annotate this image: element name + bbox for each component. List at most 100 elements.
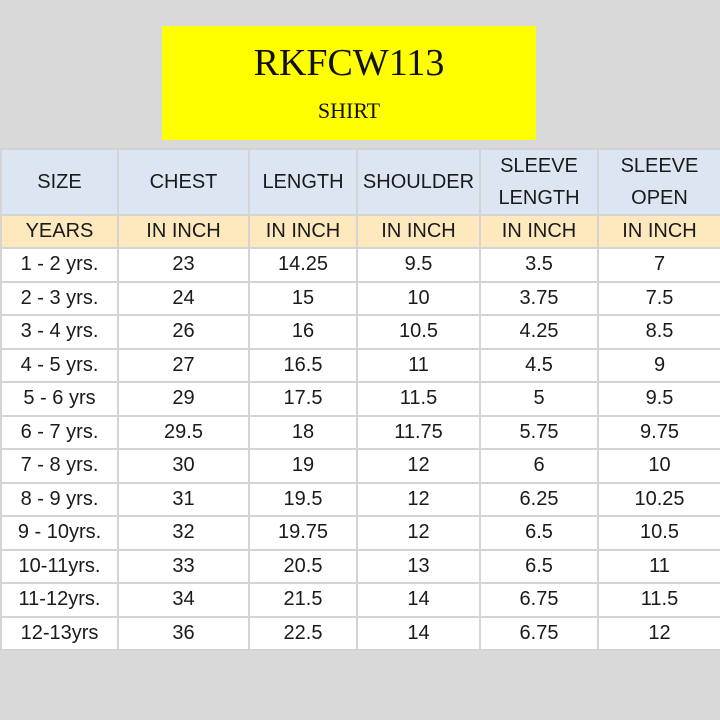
cell-sleeve-length: 3.5 (479, 247, 599, 283)
cell-sleeve-open: 10.5 (597, 515, 720, 551)
cell-length: 14.25 (248, 247, 358, 283)
cell-sleeve-open: 11.5 (597, 582, 720, 618)
cell-size: 11-12yrs. (0, 582, 119, 618)
table-row: 6 - 7 yrs. 29.5 18 11.75 5.75 9.75 (0, 414, 720, 450)
table-row: 7 - 8 yrs. 30 19 12 6 10 (0, 448, 720, 484)
cell-sleeve-open: 9.5 (597, 381, 720, 417)
unit-cell: IN INCH (356, 214, 481, 249)
cell-size: 12-13yrs (0, 615, 119, 651)
cell-chest: 36 (117, 615, 250, 651)
cell-sleeve-open: 11 (597, 548, 720, 584)
table-row: 8 - 9 yrs. 31 19.5 12 6.25 10.25 (0, 481, 720, 517)
cell-sleeve-length: 4.5 (479, 347, 599, 383)
cell-size: 6 - 7 yrs. (0, 414, 119, 450)
unit-cell: IN INCH (117, 214, 250, 249)
cell-chest: 34 (117, 582, 250, 618)
cell-shoulder: 10 (356, 280, 481, 316)
cell-shoulder: 14 (356, 615, 481, 651)
cell-sleeve-open: 9 (597, 347, 720, 383)
cell-size: 1 - 2 yrs. (0, 247, 119, 283)
cell-sleeve-length: 6.75 (479, 615, 599, 651)
cell-sleeve-open: 10 (597, 448, 720, 484)
unit-cell: IN INCH (597, 214, 720, 249)
cell-size: 9 - 10yrs. (0, 515, 119, 551)
product-type: SHIRT (317, 98, 381, 123)
table-row: 9 - 10yrs. 32 19.75 12 6.5 10.5 (0, 515, 720, 551)
product-code: RKFCW113 (253, 42, 445, 84)
cell-length: 15 (248, 280, 358, 316)
column-header-size: SIZE (0, 148, 119, 216)
column-header-sleeve-open: SLEEVE OPEN (597, 148, 720, 216)
cell-shoulder: 11.75 (356, 414, 481, 450)
cell-sleeve-open: 7.5 (597, 280, 720, 316)
cell-shoulder: 11.5 (356, 381, 481, 417)
cell-chest: 31 (117, 481, 250, 517)
cell-sleeve-open: 8.5 (597, 314, 720, 350)
cell-sleeve-open: 10.25 (597, 481, 720, 517)
cell-chest: 29.5 (117, 414, 250, 450)
cell-chest: 29 (117, 381, 250, 417)
cell-sleeve-length: 6.75 (479, 582, 599, 618)
cell-length: 18 (248, 414, 358, 450)
cell-chest: 24 (117, 280, 250, 316)
cell-chest: 33 (117, 548, 250, 584)
cell-shoulder: 11 (356, 347, 481, 383)
cell-sleeve-length: 4.25 (479, 314, 599, 350)
unit-cell: IN INCH (479, 214, 599, 249)
cell-length: 21.5 (248, 582, 358, 618)
table-row: 11-12yrs. 34 21.5 14 6.75 11.5 (0, 582, 720, 618)
unit-cell: IN INCH (248, 214, 358, 249)
cell-chest: 26 (117, 314, 250, 350)
cell-sleeve-open: 7 (597, 247, 720, 283)
table-row: 1 - 2 yrs. 23 14.25 9.5 3.5 7 (0, 247, 720, 283)
cell-size: 2 - 3 yrs. (0, 280, 119, 316)
table-row: 5 - 6 yrs 29 17.5 11.5 5 9.5 (0, 381, 720, 417)
table-row: 2 - 3 yrs. 24 15 10 3.75 7.5 (0, 280, 720, 316)
cell-sleeve-length: 6.5 (479, 548, 599, 584)
cell-size: 7 - 8 yrs. (0, 448, 119, 484)
header-row: SIZE CHEST LENGTH SHOULDER SLEEVE LENGTH… (0, 148, 720, 216)
size-chart-table: SIZE CHEST LENGTH SHOULDER SLEEVE LENGTH… (0, 148, 720, 651)
cell-chest: 30 (117, 448, 250, 484)
cell-size: 3 - 4 yrs. (0, 314, 119, 350)
cell-shoulder: 13 (356, 548, 481, 584)
cell-sleeve-length: 5 (479, 381, 599, 417)
title-banner: RKFCW113 SHIRT (162, 26, 536, 140)
cell-length: 20.5 (248, 548, 358, 584)
cell-shoulder: 9.5 (356, 247, 481, 283)
table-row: 12-13yrs 36 22.5 14 6.75 12 (0, 615, 720, 651)
cell-size: 10-11yrs. (0, 548, 119, 584)
cell-length: 22.5 (248, 615, 358, 651)
cell-sleeve-length: 6.25 (479, 481, 599, 517)
cell-chest: 23 (117, 247, 250, 283)
cell-length: 16 (248, 314, 358, 350)
table-row: 4 - 5 yrs. 27 16.5 11 4.5 9 (0, 347, 720, 383)
cell-chest: 27 (117, 347, 250, 383)
cell-shoulder: 10.5 (356, 314, 481, 350)
cell-shoulder: 12 (356, 448, 481, 484)
table-row: 10-11yrs. 33 20.5 13 6.5 11 (0, 548, 720, 584)
unit-cell: YEARS (0, 214, 119, 249)
units-row: YEARS IN INCH IN INCH IN INCH IN INCH IN… (0, 214, 720, 249)
cell-sleeve-length: 6.5 (479, 515, 599, 551)
cell-length: 16.5 (248, 347, 358, 383)
cell-length: 19.75 (248, 515, 358, 551)
table-row: 3 - 4 yrs. 26 16 10.5 4.25 8.5 (0, 314, 720, 350)
column-header-sleeve-length: SLEEVE LENGTH (479, 148, 599, 216)
cell-chest: 32 (117, 515, 250, 551)
cell-length: 19 (248, 448, 358, 484)
cell-sleeve-length: 5.75 (479, 414, 599, 450)
cell-size: 4 - 5 yrs. (0, 347, 119, 383)
cell-sleeve-length: 3.75 (479, 280, 599, 316)
cell-sleeve-length: 6 (479, 448, 599, 484)
cell-length: 19.5 (248, 481, 358, 517)
cell-size: 8 - 9 yrs. (0, 481, 119, 517)
cell-size: 5 - 6 yrs (0, 381, 119, 417)
cell-shoulder: 12 (356, 515, 481, 551)
column-header-chest: CHEST (117, 148, 250, 216)
cell-sleeve-open: 9.75 (597, 414, 720, 450)
cell-shoulder: 14 (356, 582, 481, 618)
cell-shoulder: 12 (356, 481, 481, 517)
column-header-length: LENGTH (248, 148, 358, 216)
cell-sleeve-open: 12 (597, 615, 720, 651)
